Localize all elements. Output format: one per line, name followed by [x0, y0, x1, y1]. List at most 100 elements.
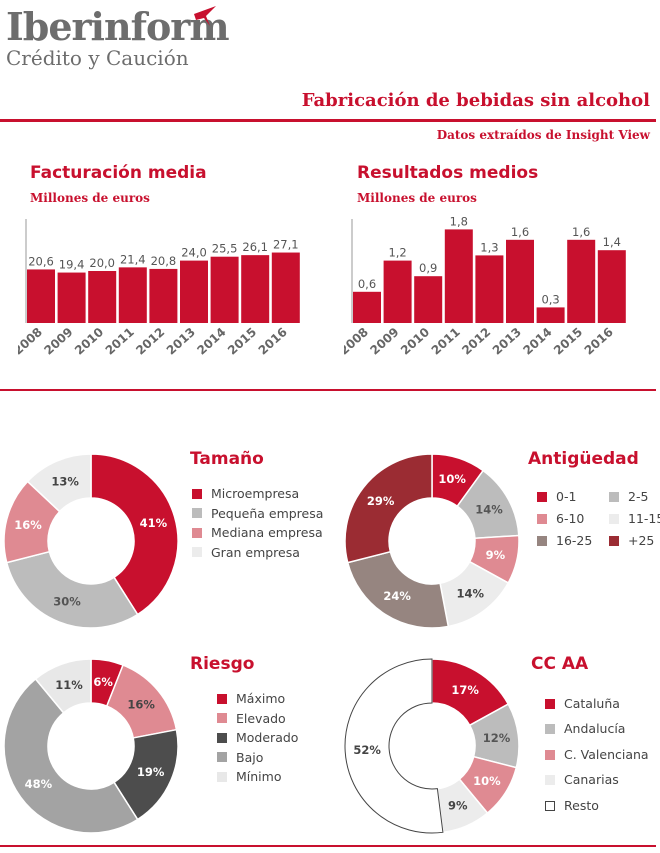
- bar: [567, 239, 596, 323]
- legend-item: 0-1: [537, 489, 609, 504]
- legend-item: Bajo: [217, 748, 298, 768]
- pie-slice-label: 52%: [353, 743, 381, 757]
- bar: [506, 239, 534, 323]
- pie-slice: [344, 453, 433, 564]
- legend-item: Moderado: [217, 728, 298, 748]
- legend-item: 6-10: [537, 511, 609, 526]
- ccaa-legend: Cataluña Andalucía C. Valenciana Canaria…: [545, 691, 649, 819]
- legend-label: Moderado: [236, 730, 299, 746]
- legend-item: 11-15: [609, 511, 660, 526]
- legend-label: Bajo: [236, 749, 264, 765]
- bar: [444, 229, 473, 323]
- pie-slice-label: 48%: [25, 777, 53, 791]
- bar: [149, 268, 178, 323]
- legend-item: Microempresa: [192, 484, 323, 504]
- legend-label: Pequeña empresa: [211, 505, 324, 521]
- legend-item: Pequeña empresa: [192, 504, 323, 524]
- legend-swatch: [217, 732, 227, 743]
- bar: [180, 260, 208, 323]
- legend-item: 16-25: [537, 533, 609, 548]
- pie-slice-label: 30%: [53, 594, 81, 608]
- bar-value-label: 24,0: [181, 246, 207, 260]
- legend-swatch: [537, 491, 547, 502]
- pie-slice-label: 41%: [140, 516, 168, 530]
- legend-swatch: [217, 771, 227, 782]
- legend-label: Máximo: [236, 691, 286, 707]
- antiguedad-legend: 0-1 2-5 6-10 11-15 16-25 +25: [537, 489, 660, 548]
- resultados-title: Resultados medios: [357, 163, 539, 183]
- pie-slice-label: 11%: [55, 678, 83, 692]
- legend-label: Gran empresa: [211, 544, 300, 560]
- resultados-bar-chart: 0,6 2008 1,2 2009 0,9 2010 1,8 2011 1,3 2012 1,6 20…: [344, 214, 626, 358]
- x-tick-label: 2010: [398, 325, 432, 358]
- legend-swatch: [609, 513, 619, 524]
- legend-swatch: [545, 698, 555, 709]
- x-tick-label: 2015: [551, 325, 585, 358]
- x-tick-label: 2014: [520, 325, 554, 358]
- pie-slice-label: 19%: [137, 765, 165, 779]
- x-tick-label: 2016: [256, 325, 290, 358]
- bar-value-label: 20,8: [151, 254, 177, 268]
- pie-slice: [344, 658, 444, 834]
- legend-item: Canarias: [545, 768, 649, 794]
- x-tick-label: 2009: [367, 325, 401, 358]
- legend-swatch: [545, 800, 555, 811]
- legend-label: Canarias: [564, 772, 619, 787]
- legend-label: Mediana empresa: [211, 525, 323, 541]
- bar-value-label: 21,4: [120, 252, 146, 266]
- pie-slice-label: 14%: [475, 503, 503, 517]
- x-tick-label: 2012: [459, 325, 493, 358]
- pie-slice: [90, 453, 179, 616]
- legend-item: C. Valenciana: [545, 742, 649, 768]
- bar-value-label: 1,2: [388, 246, 406, 260]
- bar-value-label: 1,4: [603, 235, 621, 249]
- pie-slice-label: 16%: [14, 518, 42, 532]
- legend-label: 0-1: [556, 489, 577, 504]
- pie-slice: [34, 658, 92, 714]
- pie-slice-label: 9%: [486, 548, 506, 562]
- x-tick-label: 2010: [72, 325, 106, 358]
- x-tick-label: 2013: [164, 325, 198, 358]
- bar-value-label: 0,3: [541, 292, 559, 306]
- legend-label: Elevado: [236, 710, 286, 726]
- legend-swatch: [609, 535, 619, 546]
- facturacion-bar-chart: 20,6 2008 19,4 2009 20,0 2010 21,4 2011 20,8 2012…: [18, 219, 300, 358]
- bar-value-label: 27,1: [273, 238, 299, 252]
- pie-slice-label: 10%: [473, 774, 501, 788]
- legend-swatch: [537, 513, 547, 524]
- pie-slice: [26, 453, 92, 513]
- pie-slice-label: 29%: [367, 494, 395, 508]
- pie-slice: [3, 677, 139, 834]
- tamano-title: Tamaño: [190, 449, 264, 469]
- page-title: Fabricación de bebidas sin alcohol: [301, 90, 650, 111]
- bar-value-label: 25,5: [212, 242, 238, 256]
- section-rule: [0, 389, 656, 391]
- bar-value-label: 20,6: [28, 254, 54, 268]
- legend-item: Gran empresa: [192, 543, 323, 563]
- x-tick-label: 2008: [344, 325, 371, 358]
- legend-swatch: [609, 491, 619, 502]
- legend-item: Andalucía: [545, 717, 649, 743]
- legend-label: 16-25: [556, 533, 593, 548]
- bar-value-label: 0,9: [419, 261, 437, 275]
- legend-swatch: [545, 749, 555, 760]
- legend-label: Microempresa: [211, 486, 300, 502]
- facturacion-unit: Millones de euros: [30, 191, 150, 205]
- bar: [88, 271, 117, 323]
- pie-slice: [346, 550, 450, 629]
- bar-value-label: 1,6: [511, 225, 529, 239]
- legend-swatch: [217, 693, 227, 704]
- bar-value-label: 1,6: [572, 225, 590, 239]
- bar: [475, 255, 504, 323]
- bar: [414, 276, 443, 323]
- x-tick-label: 2016: [582, 325, 616, 358]
- bar-value-label: 1,8: [450, 214, 468, 228]
- antiguedad-title: Antigüedad: [528, 449, 639, 469]
- legend-swatch: [217, 713, 227, 724]
- header-rule: [0, 119, 656, 122]
- legend-swatch: [192, 527, 202, 538]
- ccaa-donut-chart: 17% 12% 10% 9% 52%: [344, 658, 520, 834]
- legend-swatch: [545, 724, 555, 735]
- x-tick-label: 2011: [103, 325, 137, 358]
- legend-label: Resto: [564, 797, 599, 813]
